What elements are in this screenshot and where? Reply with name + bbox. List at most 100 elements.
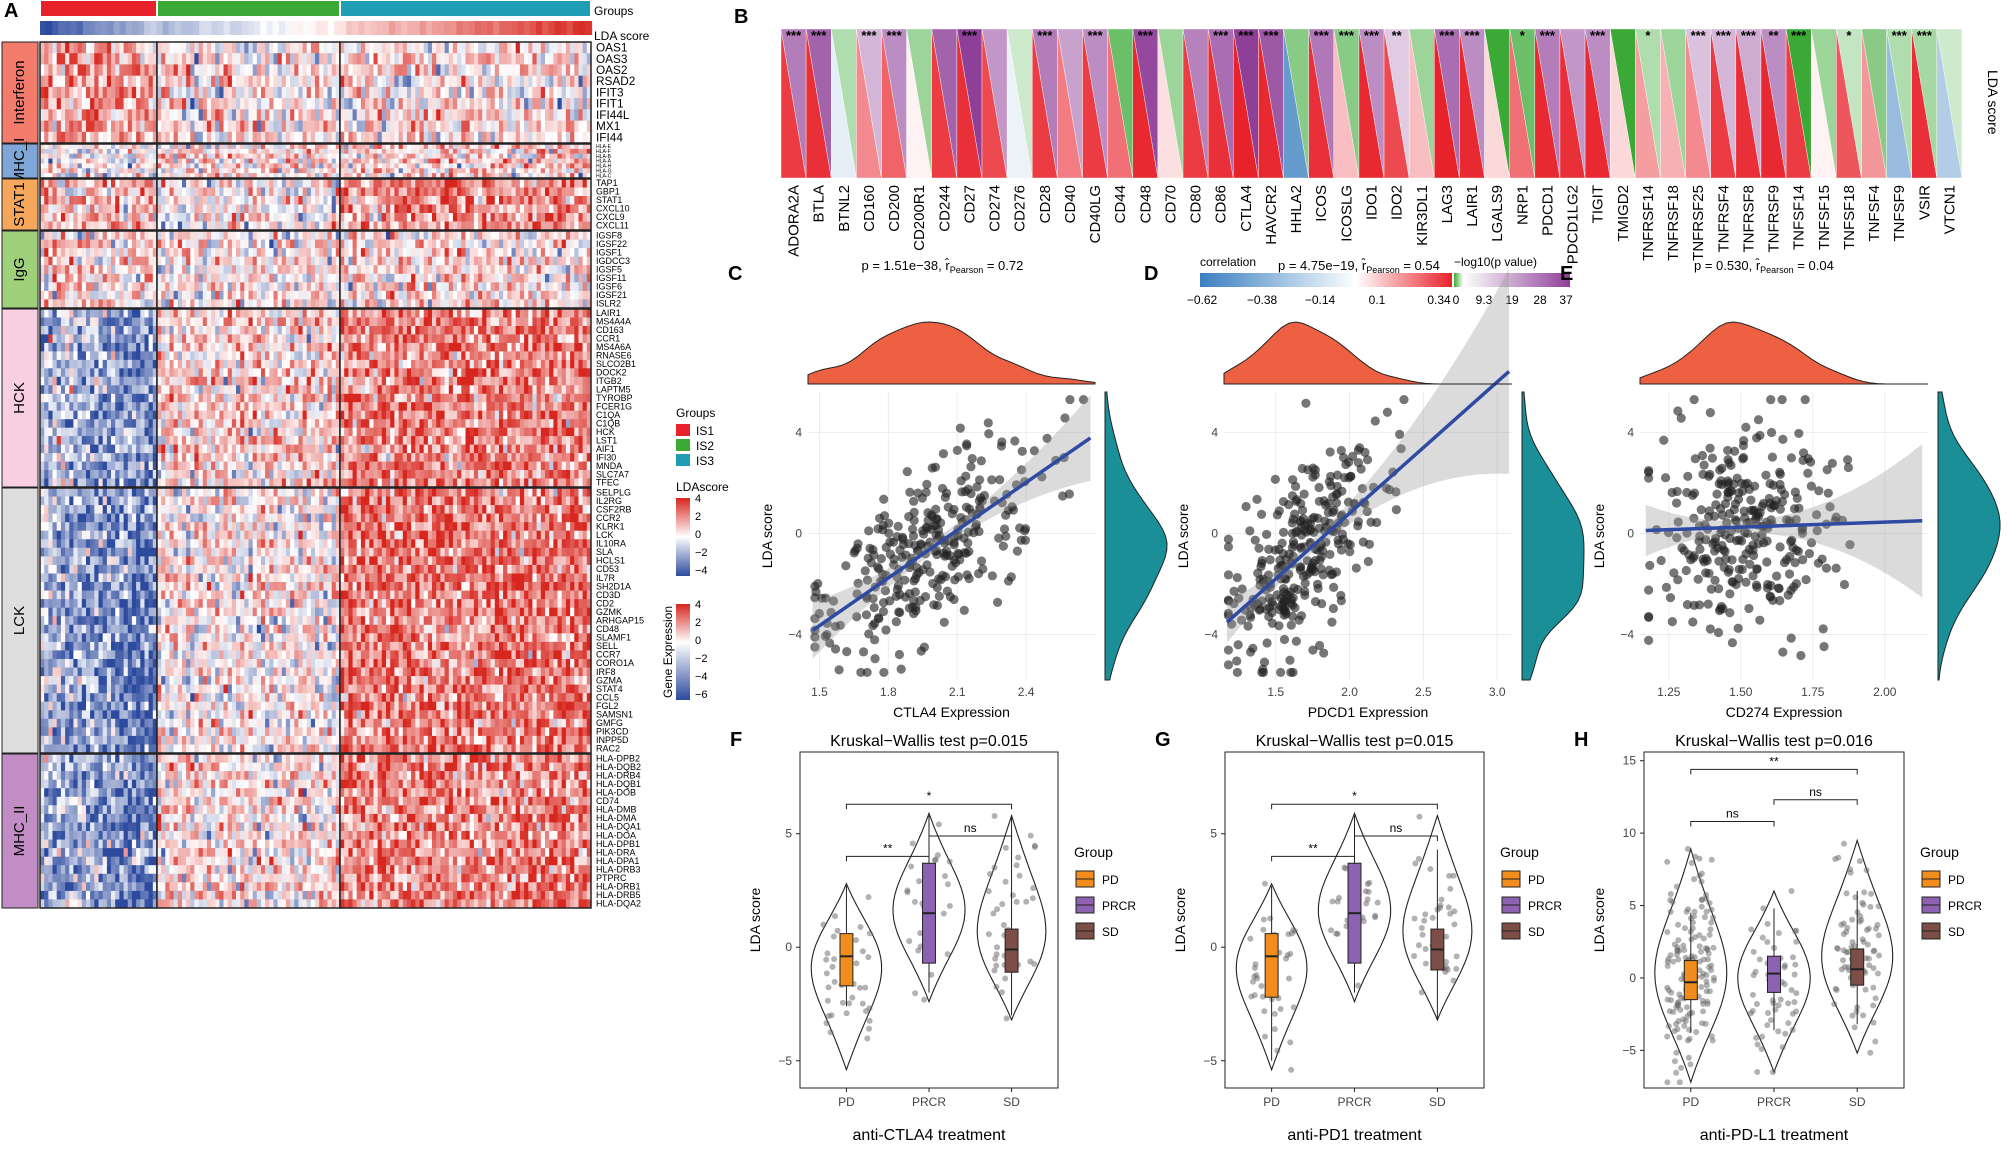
heatmap-cell: [99, 479, 104, 488]
heatmap-cell: [528, 109, 533, 121]
heatmap-cell: [90, 428, 95, 437]
heatmap-cell: [149, 360, 154, 369]
heatmap-cell: [53, 470, 58, 479]
heatmap-cell: [332, 282, 337, 291]
heatmap-cell: [344, 149, 349, 154]
heatmap-cell: [207, 109, 212, 121]
heatmap-cell: [178, 188, 183, 197]
heatmap-cell: [124, 240, 129, 249]
heatmap-cell: [486, 163, 491, 168]
heatmap-cell: [348, 179, 353, 188]
heatmap-cell: [94, 428, 99, 437]
heatmap-cell: [457, 265, 462, 274]
heatmap-cell: [411, 188, 416, 197]
heatmap-cell: [257, 42, 262, 54]
heatmap-cell: [528, 87, 533, 99]
heatmap-cell: [294, 76, 299, 88]
heatmap-cell: [99, 470, 104, 479]
heatmap-cell: [436, 76, 441, 88]
heatmap-cell: [269, 179, 274, 188]
heatmap-cell: [328, 121, 333, 133]
heatmap-cell: [145, 188, 150, 197]
heatmap-cell: [253, 240, 258, 249]
heatmap-cell: [124, 144, 129, 149]
heatmap-cell: [140, 368, 145, 377]
heatmap-cell: [553, 291, 558, 300]
heatmap-cell: [90, 326, 95, 335]
heatmap-cell: [524, 222, 529, 231]
heatmap-cell: [436, 168, 441, 173]
heatmap-cell: [411, 179, 416, 188]
heatmap-cell: [132, 163, 137, 168]
heatmap-cell: [240, 309, 245, 318]
heatmap-cell: [94, 231, 99, 240]
heatmap-cell: [82, 445, 87, 454]
heatmap-cell: [440, 205, 445, 214]
heatmap-cell: [520, 163, 525, 168]
heatmap-cell: [165, 343, 170, 352]
heatmap-cell: [174, 98, 179, 110]
heatmap-cell: [86, 282, 91, 291]
heatmap-cell: [253, 159, 258, 164]
heatmap-cell: [82, 334, 87, 343]
heatmap-cell: [361, 144, 366, 149]
heatmap-cell: [207, 309, 212, 318]
heatmap-cell: [491, 76, 496, 88]
heatmap-cell: [374, 265, 379, 274]
lda-score-cell: [132, 21, 139, 35]
heatmap-cell: [579, 109, 584, 121]
heatmap-cell: [48, 42, 53, 54]
heatmap-cell: [128, 257, 133, 266]
heatmap-cell: [61, 462, 66, 471]
heatmap-cell: [344, 205, 349, 214]
heatmap-cell: [532, 159, 537, 164]
heatmap-cell: [99, 42, 104, 54]
heatmap-cell: [495, 53, 500, 65]
heatmap-cell: [457, 282, 462, 291]
heatmap-cell: [445, 179, 450, 188]
heatmap-cell: [107, 121, 112, 133]
heatmap-cell: [99, 453, 104, 462]
heatmap-cell: [65, 64, 70, 76]
heatmap-cell: [512, 188, 517, 197]
heatmap-cell: [69, 188, 74, 197]
heatmap-cell: [495, 154, 500, 159]
heatmap-cell: [73, 144, 78, 149]
heatmap-cell: [298, 121, 303, 133]
heatmap-cell: [378, 109, 383, 121]
heatmap-cell: [257, 64, 262, 76]
heatmap-cell: [374, 53, 379, 65]
heatmap-cell: [232, 334, 237, 343]
heatmap-cell: [61, 265, 66, 274]
heatmap-cell: [232, 121, 237, 133]
heatmap-cell: [369, 265, 374, 274]
panel-a-heatmap: A Groups LDA score InterferonMHC_ISTAT1I…: [2, 0, 729, 909]
heatmap-cell: [124, 377, 129, 386]
groups-row-label: Groups: [594, 4, 633, 18]
heatmap-cell: [428, 179, 433, 188]
heatmap-cell: [290, 159, 295, 164]
heatmap-cell: [566, 87, 571, 99]
heatmap-cell: [203, 109, 208, 121]
heatmap-cell: [44, 436, 49, 445]
heatmap-cell: [244, 334, 249, 343]
heatmap-cell: [57, 42, 62, 54]
heatmap-cell: [332, 326, 337, 335]
heatmap-cell: [232, 196, 237, 205]
heatmap-cell: [440, 248, 445, 257]
heatmap-cell: [311, 144, 316, 149]
heatmap-cell: [244, 168, 249, 173]
heatmap-cell: [136, 428, 141, 437]
heatmap-cell: [94, 163, 99, 168]
heatmap-cell: [61, 282, 66, 291]
heatmap-cell: [319, 144, 324, 149]
heatmap-cell: [407, 274, 412, 283]
heatmap-cell: [369, 168, 374, 173]
heatmap-cell: [403, 87, 408, 99]
heatmap-cell: [348, 248, 353, 257]
heatmap-cell: [323, 213, 328, 222]
heatmap-cell: [190, 257, 195, 266]
heatmap-cell: [107, 436, 112, 445]
heatmap-cell: [115, 291, 120, 300]
heatmap-cell: [194, 240, 199, 249]
